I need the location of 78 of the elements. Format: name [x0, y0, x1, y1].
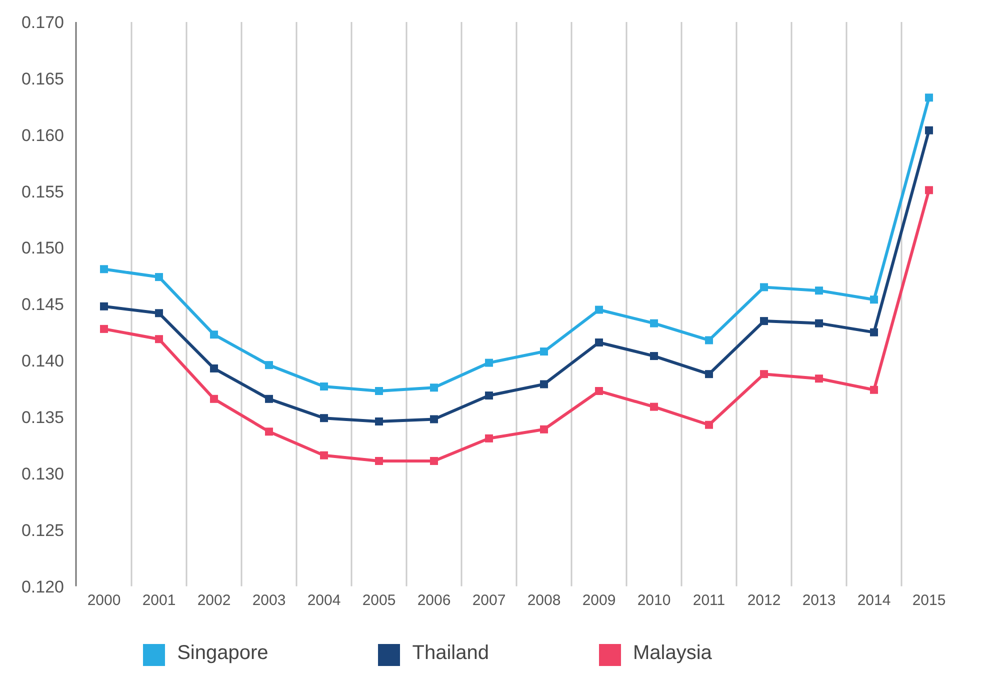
point	[430, 415, 438, 424]
y-tick-label: 0.145	[21, 295, 64, 314]
x-tick-label: 2014	[857, 592, 891, 609]
point	[815, 319, 823, 328]
y-tick-label: 0.135	[21, 408, 64, 427]
x-tick-label: 2008	[527, 592, 561, 609]
point	[870, 328, 878, 336]
x-tick-label: 2004	[307, 592, 341, 609]
point	[210, 364, 218, 372]
y-tick-label: 0.120	[21, 577, 64, 596]
y-tick-label: 0.160	[21, 126, 64, 145]
point	[705, 420, 713, 429]
legend-label: Thailand	[412, 642, 489, 664]
point	[485, 358, 493, 367]
point	[155, 273, 163, 282]
legend-label: Malaysia	[632, 642, 712, 664]
point	[320, 451, 328, 460]
point	[815, 286, 823, 295]
point	[925, 126, 933, 134]
point	[760, 370, 768, 378]
point	[320, 382, 328, 390]
point	[705, 370, 713, 378]
x-tick-label: 2007	[472, 592, 506, 609]
point	[815, 374, 823, 383]
point	[925, 186, 933, 194]
point	[375, 417, 383, 426]
point	[540, 425, 548, 434]
point	[595, 306, 603, 314]
x-tick-label: 2001	[142, 592, 176, 609]
x-tick-label: 2012	[747, 592, 781, 609]
point	[595, 387, 603, 396]
point	[100, 302, 108, 310]
point	[870, 386, 878, 394]
y-tick-label: 0.170	[21, 13, 64, 32]
x-tick-label: 2011	[692, 592, 726, 609]
x-tick-label: 2013	[802, 592, 836, 609]
x-tick-label: 2003	[252, 592, 286, 609]
point	[155, 335, 163, 344]
x-tick-label: 2009	[582, 592, 616, 609]
point	[760, 283, 768, 292]
point	[320, 414, 328, 422]
point	[705, 336, 713, 344]
point	[100, 265, 108, 274]
y-tick-label: 0.150	[21, 238, 64, 258]
point	[265, 361, 273, 370]
point	[485, 434, 493, 442]
point	[925, 94, 933, 102]
point	[760, 317, 768, 326]
point	[540, 348, 548, 356]
y-tick-label: 0.130	[21, 464, 64, 484]
point	[870, 296, 878, 304]
x-tick-label: 2006	[417, 592, 451, 609]
point	[650, 402, 658, 411]
x-tick-label: 2002	[197, 592, 231, 609]
point	[595, 338, 603, 346]
point	[650, 319, 658, 328]
point	[265, 394, 273, 403]
y-tick-label: 0.140	[21, 352, 64, 371]
point	[210, 330, 218, 339]
y-tick-label: 0.165	[21, 69, 64, 88]
x-tick-label: 2005	[362, 592, 396, 609]
point	[650, 352, 658, 360]
point	[265, 428, 273, 436]
legend-label: Singapore	[177, 642, 268, 664]
x-tick-label: 2000	[87, 592, 121, 609]
x-tick-label: 2010	[637, 592, 671, 609]
point	[485, 392, 493, 400]
point	[210, 394, 218, 403]
point	[430, 456, 438, 465]
x-tick-label: 2015	[912, 592, 946, 609]
y-tick-label: 0.155	[21, 182, 64, 202]
y-tick-label: 0.125	[21, 520, 64, 540]
point	[540, 380, 548, 388]
point	[375, 456, 383, 465]
point	[375, 387, 383, 396]
point	[100, 324, 108, 333]
point	[155, 309, 163, 318]
point	[430, 384, 438, 392]
